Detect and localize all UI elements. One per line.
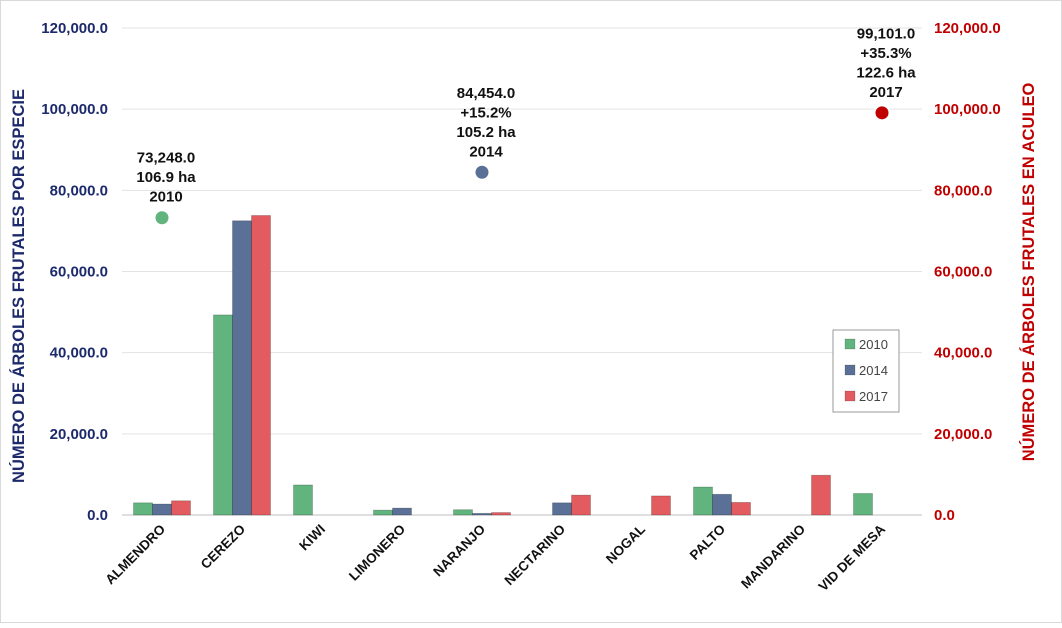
bar-2014-cerezo xyxy=(232,220,252,516)
bar-2010-kiwi xyxy=(293,484,313,516)
y-tick-label-left: 0.0 xyxy=(87,507,108,524)
y-tick-label-left: 20,000.0 xyxy=(50,426,108,443)
total-label: 2010 xyxy=(149,189,182,206)
total-label: 2014 xyxy=(469,143,503,160)
total-annotations: 73,248.0 106.9 ha 2010 84,454.0 +15.2% 105.2 … xyxy=(136,25,916,227)
total-label: 122.6 ha xyxy=(856,64,916,81)
bar-2010-vid-de-mesa xyxy=(853,493,873,516)
y-tick-label-left: 80,000.0 xyxy=(50,182,108,199)
legend-swatch-2014 xyxy=(844,364,856,376)
bar-2014-limonero xyxy=(392,507,412,516)
legend-box xyxy=(832,329,900,413)
bar-2017-nectarino xyxy=(571,494,591,516)
y-tick-label-left: 120,000.0 xyxy=(41,20,108,37)
bar-2017-mandarino xyxy=(811,474,831,516)
bar-2010-limonero xyxy=(373,509,393,516)
total-label: +15.2% xyxy=(460,104,511,121)
right-axis-ticks: 0.0 20,000.0 40,000.0 60,000.0 80,000.0 100,0… xyxy=(934,20,1001,524)
y-tick-label-right: 20,000.0 xyxy=(934,426,992,443)
y-tick-label-right: 80,000.0 xyxy=(934,182,992,199)
total-label: 73,248.0 xyxy=(137,150,195,167)
legend-label-2014: 2014 xyxy=(859,363,888,378)
bars xyxy=(133,215,873,516)
y-tick-label-right: 40,000.0 xyxy=(934,345,992,362)
total-label: 105.2 ha xyxy=(456,124,516,141)
y-tick-label-left: 100,000.0 xyxy=(41,101,108,118)
legend-label-2010: 2010 xyxy=(859,337,888,352)
total-label: 106.9 ha xyxy=(136,169,196,186)
total-label: 84,454.0 xyxy=(457,85,515,102)
y-tick-label-left: 60,000.0 xyxy=(50,264,108,281)
bar-2010-naranjo xyxy=(453,509,473,516)
bar-2014-naranjo xyxy=(472,512,492,516)
bar-2017-almendro xyxy=(171,500,191,516)
bar-2017-nogal xyxy=(651,495,671,516)
total-label: 99,101.0 xyxy=(857,25,915,42)
total-marker-2017 xyxy=(873,104,891,122)
left-axis-ticks: 0.0 20,000.0 40,000.0 60,000.0 80,000.0 100,0… xyxy=(41,20,108,524)
y-tick-label-right: 60,000.0 xyxy=(934,264,992,281)
legend-swatch-2017 xyxy=(844,390,856,402)
legend-swatch-2010 xyxy=(844,338,856,350)
bar-2014-almendro xyxy=(152,503,172,516)
bar-2017-naranjo xyxy=(491,512,511,516)
total-marker-2014 xyxy=(473,163,491,181)
bar-2010-palto xyxy=(693,486,713,516)
total-label: 2017 xyxy=(869,84,902,101)
legend-label-2017: 2017 xyxy=(859,389,888,404)
y-tick-label-right: 0.0 xyxy=(934,507,955,524)
y-tick-label-right: 120,000.0 xyxy=(934,20,1001,37)
y-tick-label-left: 40,000.0 xyxy=(50,345,108,362)
bar-2017-cerezo xyxy=(251,215,271,516)
bar-2017-palto xyxy=(731,502,751,516)
right-axis-label: NÚMERO DE ÁRBOLES FRUTALES EN ACULEO xyxy=(1019,83,1038,462)
legend: 2010 2014 2017 xyxy=(832,329,900,413)
bar-2010-cerezo xyxy=(213,314,233,516)
y-tick-label-right: 100,000.0 xyxy=(934,101,1001,118)
bar-2014-nectarino xyxy=(552,502,572,516)
bar-2010-almendro xyxy=(133,502,153,516)
bar-2014-palto xyxy=(712,493,732,516)
total-marker-2010 xyxy=(153,209,171,227)
total-label: +35.3% xyxy=(860,45,911,62)
left-axis-label: NÚMERO DE ÁRBOLES FRUTALES POR ESPECIE xyxy=(9,89,28,483)
